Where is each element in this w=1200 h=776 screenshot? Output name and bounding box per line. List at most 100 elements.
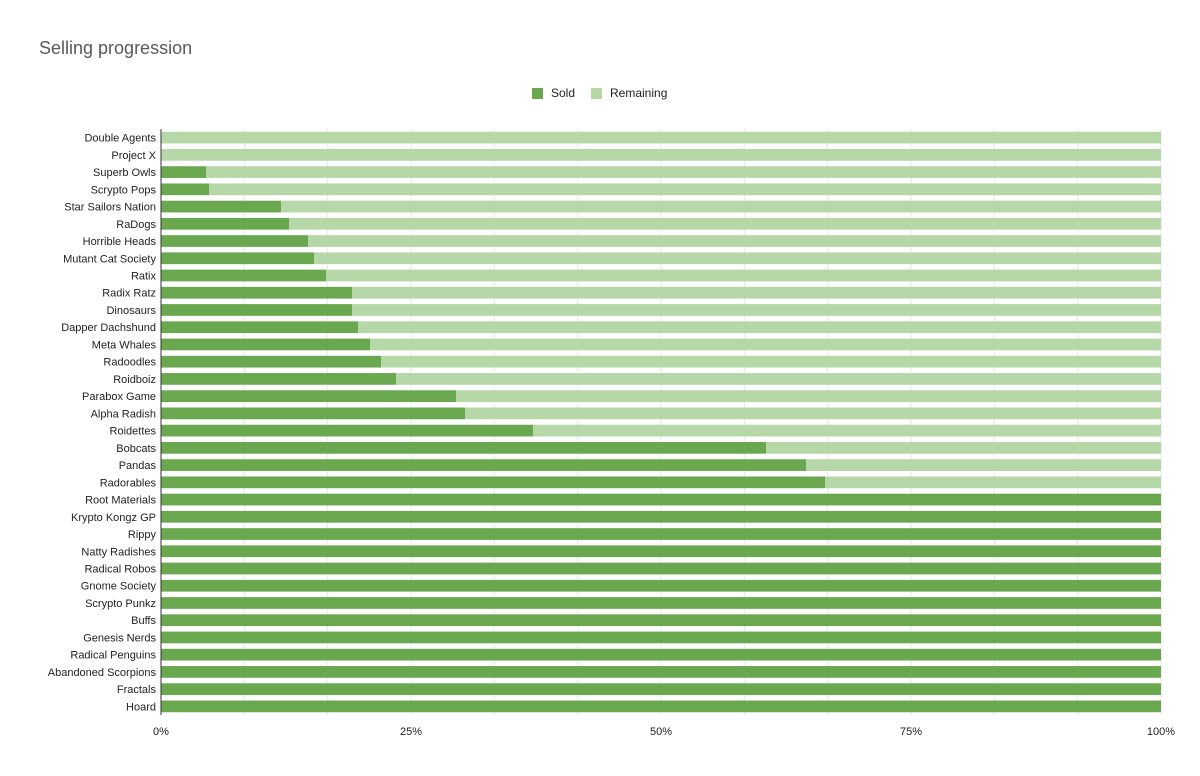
bar-sold <box>161 459 806 471</box>
bar-remaining <box>206 166 1161 178</box>
x-tick-label: 25% <box>400 726 422 738</box>
category-label: Abandoned Scorpions <box>48 667 157 679</box>
x-tick-label: 0% <box>153 726 169 738</box>
category-label: Horrible Heads <box>83 236 157 248</box>
bar-remaining <box>161 131 1161 144</box>
bar-remaining <box>209 183 1161 196</box>
legend-item-remaining: Remaining <box>591 86 667 100</box>
bar-sold <box>161 269 326 282</box>
bar-sold <box>161 579 1161 592</box>
x-tick-label: 75% <box>900 726 922 738</box>
category-label: Krypto Kongz GP <box>71 512 156 524</box>
bar-sold <box>161 510 1161 523</box>
legend-item-sold: Sold <box>532 86 575 100</box>
bar-sold <box>161 217 289 230</box>
bar-sold <box>161 545 1161 558</box>
bar-sold <box>161 683 1161 696</box>
bar-remaining <box>766 441 1161 454</box>
bar-sold <box>161 355 381 368</box>
bar-sold <box>161 528 1161 540</box>
bar-sold <box>161 407 465 420</box>
bar-remaining <box>161 148 1161 161</box>
category-label: Project X <box>111 150 156 162</box>
category-label: Radical Penguins <box>70 650 156 662</box>
bar-sold <box>161 493 1161 506</box>
bar-remaining <box>456 390 1161 403</box>
bar-sold <box>161 235 308 247</box>
category-label: Radix Ratz <box>102 288 156 300</box>
bar-sold <box>161 373 396 385</box>
bar-remaining <box>381 355 1161 368</box>
category-label: Scrypto Punkz <box>85 598 156 610</box>
bar-remaining <box>370 338 1161 351</box>
category-label: Dapper Dachshund <box>61 322 156 334</box>
category-label: Scrypto Pops <box>91 184 157 196</box>
legend: Sold Remaining <box>0 86 1200 104</box>
category-label: Superb Owls <box>93 167 156 179</box>
bar-sold <box>161 390 456 403</box>
x-tick-label: 100% <box>1147 726 1175 738</box>
bar-remaining <box>326 269 1161 282</box>
bar-sold <box>161 286 352 299</box>
bar-sold <box>161 200 281 213</box>
category-label: Genesis Nerds <box>83 632 156 644</box>
bar-sold <box>161 321 358 334</box>
bar-sold <box>161 700 1161 713</box>
category-label: RaDogs <box>116 219 156 231</box>
bar-sold <box>161 252 314 265</box>
category-label: Meta Whales <box>92 339 157 351</box>
category-label: Fractals <box>117 684 157 696</box>
bar-sold <box>161 562 1161 575</box>
bar-remaining <box>314 252 1161 265</box>
category-label: Radoodles <box>103 357 156 369</box>
bar-remaining <box>533 424 1161 437</box>
category-label: Hoard <box>126 701 156 713</box>
bar-remaining <box>825 476 1161 489</box>
bar-remaining <box>352 304 1161 316</box>
category-label: Roidboiz <box>113 374 156 386</box>
category-label: Parabox Game <box>82 391 156 403</box>
bar-remaining <box>352 286 1161 299</box>
bar-remaining <box>396 373 1161 385</box>
bar-remaining <box>465 407 1161 420</box>
bar-sold <box>161 597 1161 609</box>
bar-remaining <box>806 459 1161 471</box>
legend-swatch-sold <box>532 87 543 99</box>
bar-remaining <box>358 321 1161 334</box>
category-label: Radical Robos <box>84 564 156 576</box>
bar-sold <box>161 476 825 489</box>
bar-sold <box>161 666 1161 678</box>
category-label: Star Sailors Nation <box>64 202 156 214</box>
category-label: Dinosaurs <box>106 305 156 317</box>
bar-sold <box>161 304 352 316</box>
category-label: Double Agents <box>84 133 156 145</box>
category-label: Gnome Society <box>81 581 157 593</box>
category-label: Rippy <box>128 529 157 541</box>
bar-sold <box>161 441 766 454</box>
legend-swatch-remaining <box>591 87 602 99</box>
bar-sold <box>161 424 533 437</box>
bar-remaining <box>308 235 1161 247</box>
bar-sold <box>161 614 1161 627</box>
category-label: Buffs <box>131 615 156 627</box>
category-label: Radorables <box>100 477 157 489</box>
category-label: Alpha Radish <box>91 408 156 420</box>
bar-remaining <box>289 217 1161 230</box>
x-tick-label: 50% <box>650 726 672 738</box>
category-label: Root Materials <box>85 495 156 507</box>
bar-sold <box>161 166 206 178</box>
bar-sold <box>161 338 370 351</box>
category-label: Natty Radishes <box>81 546 156 558</box>
category-label: Mutant Cat Society <box>63 253 156 265</box>
bar-sold <box>161 648 1161 661</box>
bar-sold <box>161 183 209 196</box>
bar-remaining <box>281 200 1161 213</box>
legend-label-sold: Sold <box>551 86 576 100</box>
category-label: Pandas <box>119 460 157 472</box>
chart-title: Selling progression <box>39 38 193 58</box>
legend-label-remaining: Remaining <box>610 86 668 100</box>
category-label: Bobcats <box>116 443 156 455</box>
category-label: Roidettes <box>110 426 157 438</box>
